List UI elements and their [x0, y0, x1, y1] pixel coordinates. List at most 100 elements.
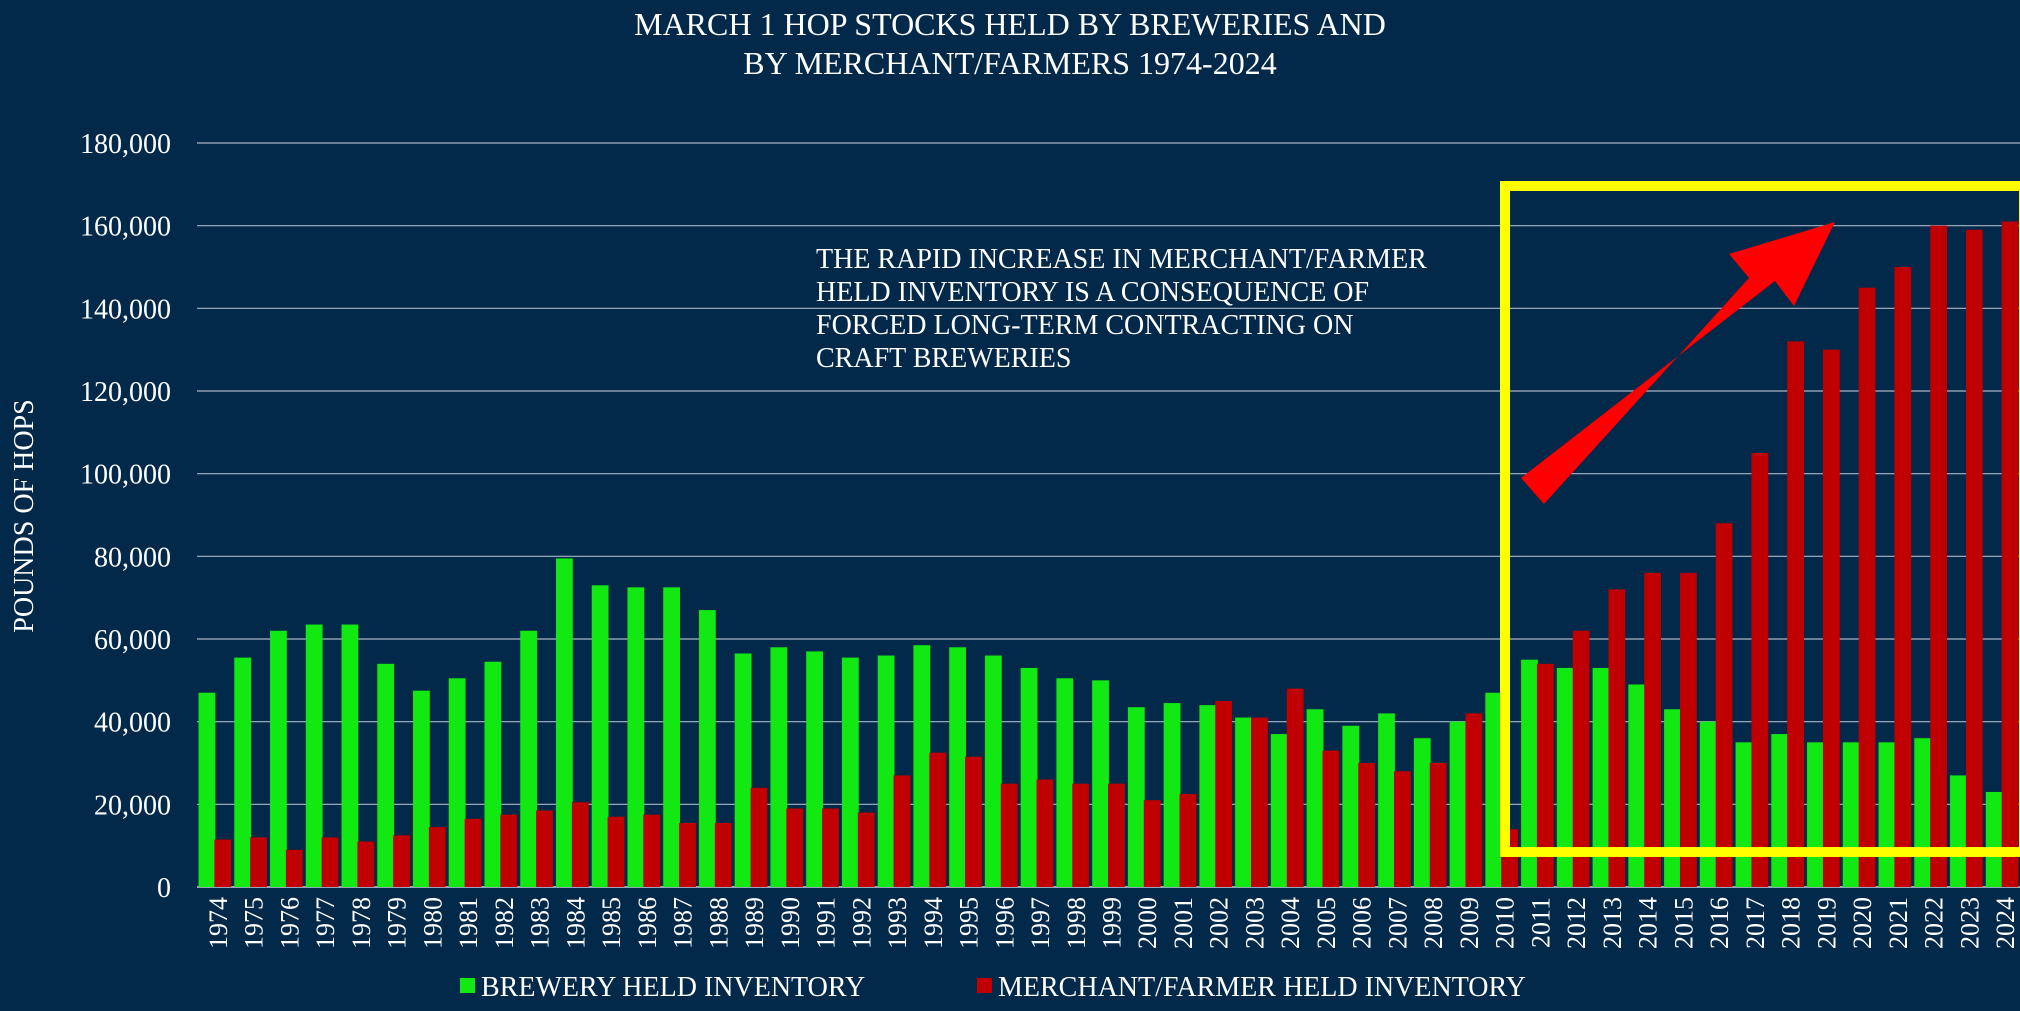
x-tick-label: 1981	[454, 897, 483, 949]
bar-merchant-1996	[1000, 783, 1018, 887]
x-tick-label: 1995	[955, 897, 984, 949]
x-tick-label: 1978	[347, 897, 376, 949]
legend-label-brewery: BREWERY HELD INVENTORY	[481, 972, 865, 1003]
x-tick-label: 2016	[1705, 897, 1734, 949]
x-tick-label: 1994	[919, 897, 948, 949]
bar-brewery-1992	[841, 657, 859, 887]
y-tick-label: 60,000	[94, 625, 171, 656]
annotation: THE RAPID INCREASE IN MERCHANT/FARMER HE…	[816, 244, 1427, 374]
bar-merchant-2015	[1679, 572, 1697, 887]
x-tick-label: 2011	[1526, 897, 1555, 948]
bar-merchant-1983	[536, 810, 553, 887]
x-tick-label: 2004	[1276, 897, 1305, 949]
x-tick-label: 1974	[204, 897, 233, 949]
bar-brewery-2011	[1521, 659, 1538, 887]
x-tick-label: 1996	[990, 897, 1019, 949]
x-tick-label: 1975	[240, 897, 269, 949]
chart-title-line-2: BY MERCHANT/FARMERS 1974-2024	[743, 45, 1276, 81]
bar-brewery-1993	[877, 655, 895, 887]
bar-brewery-2005	[1306, 709, 1324, 887]
bar-merchant-2003	[1251, 717, 1268, 887]
x-tick-label: 2021	[1884, 897, 1913, 949]
bar-brewery-2004	[1270, 734, 1288, 887]
y-tick-label: 40,000	[94, 708, 171, 739]
bar-brewery-2012	[1556, 667, 1574, 887]
bar-merchant-2002	[1215, 701, 1233, 887]
y-tick-label: 0	[157, 873, 171, 904]
bar-merchant-2006	[1358, 763, 1376, 887]
bar-merchant-2019	[1822, 349, 1840, 888]
x-tick-label: 2008	[1419, 897, 1448, 949]
x-tick-label: 2000	[1133, 897, 1162, 949]
bar-merchant-2011	[1536, 663, 1554, 887]
bar-brewery-1997	[1020, 667, 1038, 887]
bar-brewery-1994	[913, 645, 931, 887]
bar-brewery-2010	[1485, 692, 1503, 887]
y-tick-label: 20,000	[94, 790, 171, 821]
x-tick-label: 1999	[1098, 897, 1127, 949]
annotation-line-4: CRAFT BREWERIES	[816, 343, 1071, 374]
bar-merchant-2004	[1286, 688, 1304, 887]
bar-brewery-2000	[1127, 707, 1145, 887]
bar-brewery-2006	[1342, 725, 1360, 887]
y-axis-ticks: 0 20,000 40,000 60,000 80,000 100,000 120,000 1…	[80, 129, 171, 904]
bar-merchant-1978	[357, 841, 375, 887]
bar-brewery-2001	[1163, 703, 1181, 887]
x-axis-ticks: 1974 1975 1976 1977 1978 1979 1980 1981 1982 1983…	[204, 897, 2020, 949]
bar-merchant-2021	[1894, 267, 1912, 887]
bar-merchant-1992	[857, 812, 875, 887]
bar-brewery-1983	[520, 630, 538, 887]
bar-merchant-1980	[428, 827, 446, 887]
bar-merchant-1987	[679, 822, 696, 887]
bar-brewery-1987	[663, 587, 681, 887]
x-tick-label: 1989	[740, 897, 769, 949]
x-tick-label: 2003	[1240, 897, 1269, 949]
annotation-line-1: THE RAPID INCREASE IN MERCHANT/FARMER	[816, 244, 1427, 275]
x-tick-label: 2001	[1169, 897, 1198, 949]
x-tick-label: 1983	[526, 897, 555, 949]
bar-merchant-1989	[750, 787, 768, 887]
bar-merchant-1988	[714, 822, 732, 887]
x-tick-label: 1984	[561, 897, 590, 949]
bar-brewery-1990	[770, 647, 788, 887]
bar-merchant-2012	[1572, 630, 1590, 887]
x-tick-label: 2018	[1777, 897, 1806, 949]
bar-merchant-1974	[214, 839, 232, 887]
bar-brewery-1976	[270, 630, 287, 887]
bar-brewery-1982	[484, 661, 502, 887]
y-tick-label: 140,000	[80, 294, 171, 325]
bar-merchant-1977	[321, 837, 339, 887]
bar-merchant-1981	[464, 818, 482, 887]
bar-brewery-1977	[305, 624, 323, 887]
legend-swatch-merchant	[977, 978, 992, 993]
x-tick-label: 1988	[704, 897, 733, 949]
annotation-line-3: FORCED LONG-TERM CONTRACTING ON	[816, 310, 1353, 341]
bar-merchant-1984	[571, 802, 589, 887]
bar-merchant-2020	[1858, 287, 1876, 888]
bar-merchant-2024	[2001, 221, 2019, 888]
chart-title-line-1: MARCH 1 HOP STOCKS HELD BY BREWERIES AND	[634, 6, 1386, 42]
trend-arrow	[1521, 222, 1835, 504]
bar-brewery-2019	[1807, 742, 1824, 887]
x-tick-label: 2019	[1812, 897, 1841, 949]
x-tick-label: 1977	[311, 897, 340, 949]
x-tick-label: 2017	[1741, 897, 1770, 949]
bar-merchant-2007	[1393, 771, 1411, 887]
bar-merchant-2008	[1429, 763, 1447, 887]
bar-merchant-2009	[1465, 713, 1483, 887]
bar-merchant-1986	[643, 814, 661, 887]
bar-brewery-1975	[234, 657, 252, 887]
bar-brewery-2014	[1628, 684, 1646, 887]
bar-brewery-2020	[1842, 742, 1860, 887]
x-tick-label: 1976	[275, 897, 304, 949]
bar-brewery-1981	[448, 678, 466, 887]
bar-merchant-1995	[965, 756, 982, 887]
bar-brewery-2007	[1378, 713, 1395, 887]
y-tick-label: 120,000	[80, 377, 171, 408]
bar-brewery-2023	[1950, 775, 1967, 887]
x-tick-label: 2023	[1955, 897, 1984, 949]
bar-merchant-1979	[393, 835, 410, 887]
bar-brewery-1989	[734, 653, 752, 887]
bar-brewery-1996	[984, 655, 1002, 887]
